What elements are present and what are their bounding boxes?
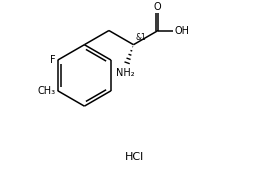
Text: NH₂: NH₂ (116, 68, 135, 78)
Text: HCl: HCl (124, 152, 144, 162)
Text: F: F (50, 55, 56, 65)
Text: O: O (153, 2, 161, 12)
Text: OH: OH (174, 26, 189, 35)
Text: &1: &1 (135, 33, 146, 42)
Text: CH₃: CH₃ (38, 86, 56, 96)
